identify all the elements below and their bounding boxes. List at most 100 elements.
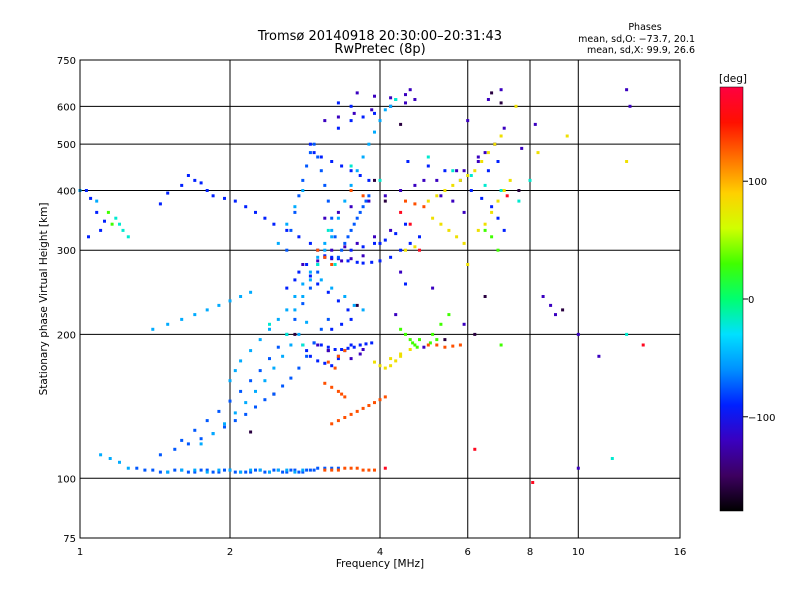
data-point: [378, 241, 382, 245]
data-point: [352, 222, 356, 226]
data-point: [301, 282, 305, 286]
data-point: [301, 343, 305, 347]
data-point: [343, 245, 347, 249]
data-point: [233, 411, 237, 415]
data-point: [166, 322, 170, 326]
data-point: [312, 341, 316, 345]
data-point: [84, 189, 88, 192]
data-point: [305, 468, 309, 472]
data-point: [285, 470, 289, 474]
data-point: [451, 344, 455, 348]
data-point: [628, 104, 632, 108]
data-point: [276, 345, 280, 349]
data-point: [293, 295, 297, 298]
data-point: [394, 313, 398, 317]
data-point: [411, 341, 415, 345]
x-tick-label: 10: [572, 547, 585, 558]
data-point: [108, 457, 112, 460]
data-point: [263, 216, 267, 220]
data-point: [326, 228, 330, 232]
data-point: [199, 181, 203, 185]
data-point: [373, 468, 376, 472]
data-point: [254, 389, 257, 393]
data-point: [517, 189, 521, 192]
data-point: [289, 343, 293, 347]
data-point: [110, 222, 114, 226]
data-point: [297, 366, 301, 370]
data-point: [305, 164, 309, 168]
colorbar-tick-label: 100: [748, 177, 767, 188]
data-point: [281, 384, 285, 388]
data-point: [435, 178, 439, 182]
data-point: [293, 332, 297, 336]
data-point: [330, 235, 334, 239]
data-point: [228, 379, 232, 383]
data-point: [346, 308, 350, 312]
data-point: [95, 199, 99, 203]
data-point: [205, 468, 209, 472]
data-point: [462, 169, 466, 173]
data-point: [336, 357, 340, 361]
colorbar-tick-label: 0: [748, 295, 754, 306]
data-point: [249, 470, 253, 474]
data-point: [143, 468, 147, 472]
data-point: [330, 263, 334, 266]
data-point: [330, 468, 334, 472]
data-point: [297, 235, 301, 239]
data-point: [308, 278, 312, 282]
data-point: [323, 248, 327, 252]
data-point: [431, 216, 435, 220]
data-point: [121, 228, 125, 232]
grid-lines: [80, 60, 680, 538]
phases-legend-title: Phases: [628, 22, 661, 33]
data-point: [276, 317, 280, 321]
data-point: [305, 349, 309, 353]
data-point: [330, 385, 334, 389]
data-point: [254, 405, 257, 409]
data-point: [297, 470, 301, 474]
data-point: [389, 96, 393, 100]
data-point: [528, 178, 532, 182]
data-point: [151, 327, 155, 331]
data-point: [166, 191, 170, 195]
data-point: [244, 205, 248, 209]
data-point: [439, 222, 443, 226]
data-point: [166, 470, 170, 474]
data-point: [462, 210, 466, 214]
data-point: [340, 248, 344, 252]
data-point: [483, 183, 487, 187]
data-point: [496, 216, 500, 220]
data-point: [276, 468, 280, 472]
data-point: [336, 255, 340, 259]
data-point: [285, 222, 289, 226]
data-point: [330, 364, 334, 368]
data-point: [316, 155, 320, 159]
data-point: [285, 248, 289, 252]
data-point: [330, 286, 334, 290]
data-point: [323, 255, 327, 259]
data-point: [367, 404, 371, 407]
data-point: [326, 317, 330, 321]
data-point: [308, 270, 312, 274]
data-point: [89, 196, 93, 200]
data-point: [435, 338, 439, 342]
x-tick-label: 4: [377, 547, 383, 558]
data-point: [466, 174, 470, 177]
data-point: [293, 205, 297, 209]
data-point: [373, 111, 376, 115]
data-point: [399, 270, 403, 274]
data-point: [502, 189, 506, 192]
data-point: [126, 235, 130, 239]
data-point: [336, 299, 340, 303]
data-point: [358, 352, 362, 356]
data-point: [406, 160, 410, 163]
colorbar-label: [deg]: [719, 73, 747, 85]
data-point: [361, 194, 365, 198]
data-point: [625, 160, 629, 163]
data-point: [336, 389, 340, 393]
data-point: [268, 327, 271, 331]
data-point: [418, 338, 421, 342]
chart-title: Tromsø 20140918 20:30:00–20:31:43: [257, 29, 502, 44]
data-point: [258, 369, 262, 373]
data-point: [408, 338, 412, 342]
